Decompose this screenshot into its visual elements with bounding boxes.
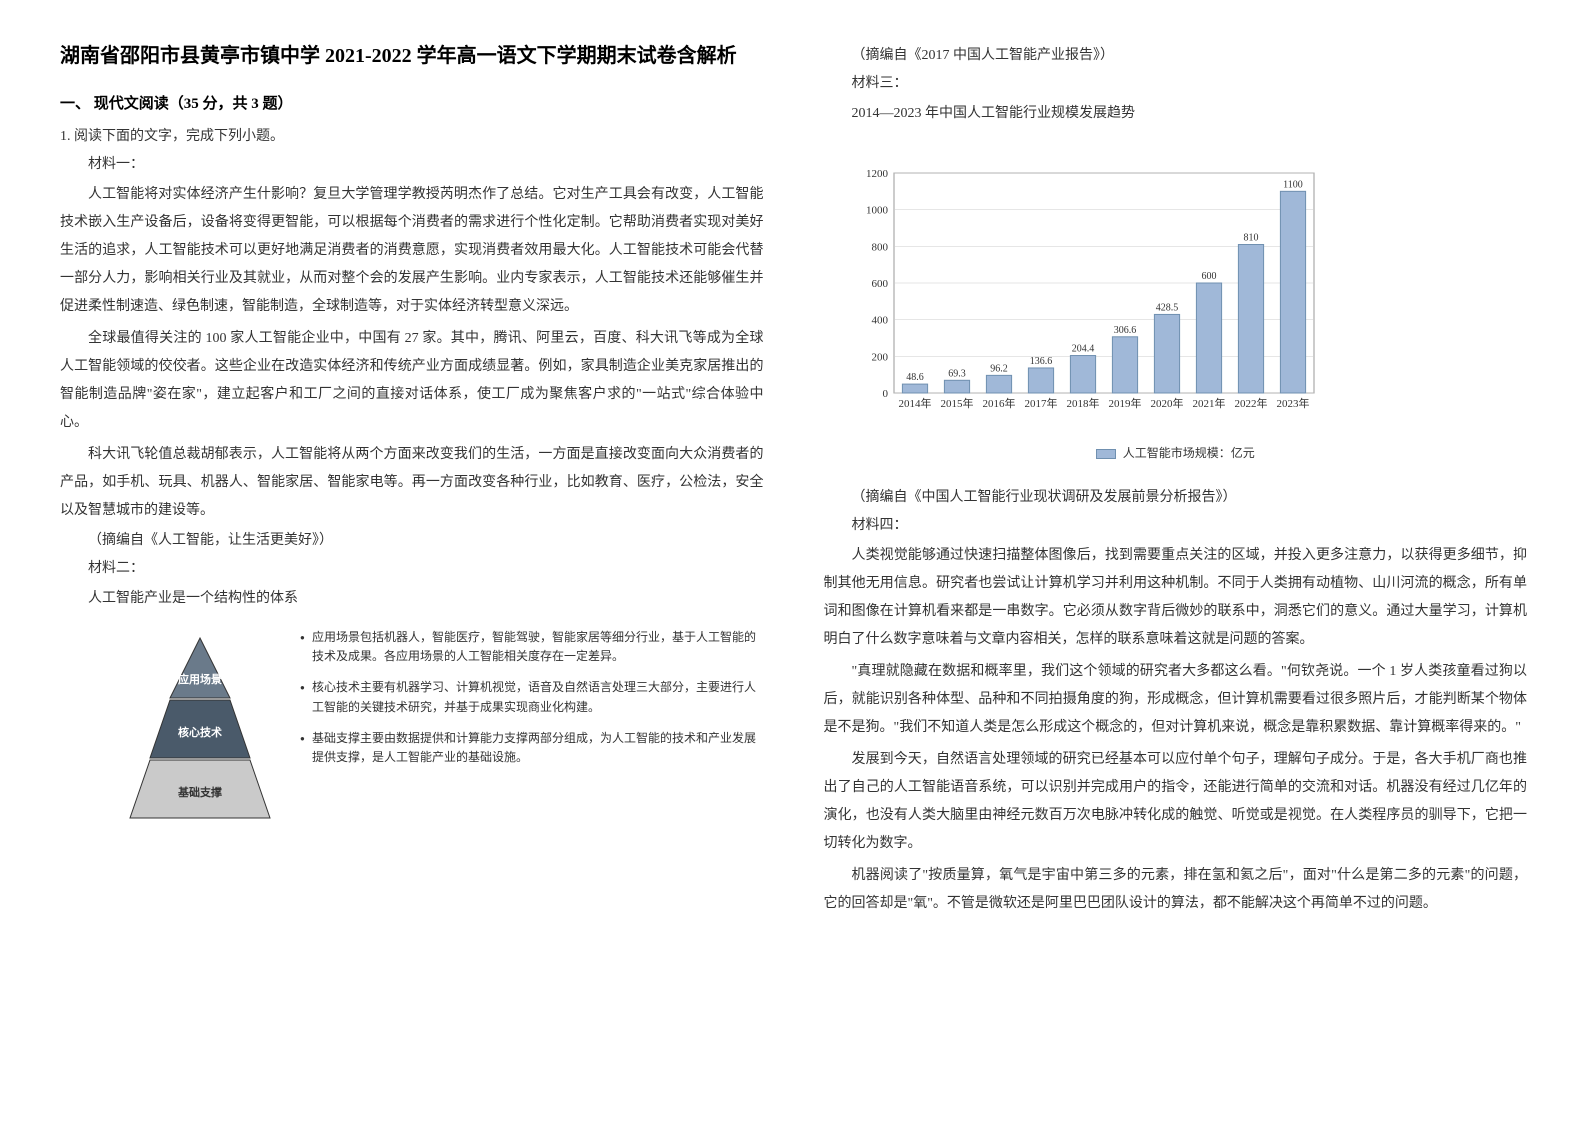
svg-text:2021年: 2021年 — [1192, 396, 1225, 410]
svg-text:基础支撑: 基础支撑 — [177, 785, 222, 799]
pyramid-diagram: 应用场景 核心技术 基础支撑 应用场景包括机器人，智能医疗，智能驾驶，智能家居等… — [120, 628, 764, 828]
svg-text:2020年: 2020年 — [1150, 396, 1183, 410]
legend-color-box — [1096, 449, 1116, 459]
svg-text:2018年: 2018年 — [1066, 396, 1099, 410]
material1-heading: 材料一： — [60, 153, 764, 173]
svg-text:2014年: 2014年 — [898, 396, 931, 410]
bar-chart: 0 200 400 600 800 1000 1200 48.6 2014年 69.3 2015年 9… — [824, 143, 1528, 471]
bar-chart-svg: 0 200 400 600 800 1000 1200 48.6 2014年 69.3 2015年 9… — [834, 153, 1334, 433]
svg-text:400: 400 — [871, 315, 888, 327]
left-column: 湖南省邵阳市县黄亭市镇中学 2021-2022 学年高一语文下学期期末试卷含解析… — [60, 40, 764, 922]
svg-text:1100: 1100 — [1283, 179, 1303, 190]
svg-text:600: 600 — [1201, 271, 1216, 282]
svg-text:428.5: 428.5 — [1155, 302, 1178, 313]
svg-text:1200: 1200 — [866, 168, 889, 180]
material2-p1: 人工智能产业是一个结构性的体系 — [60, 585, 764, 613]
question-1: 1. 阅读下面的文字，完成下列小题。 — [60, 125, 764, 145]
material2-heading: 材料二： — [60, 557, 764, 577]
diagram-label-3: 基础支撑主要由数据提供和计算能力支撑两部分组成，为人工智能的技术和产业发展提供支… — [300, 729, 764, 767]
svg-text:136.6: 136.6 — [1029, 356, 1052, 367]
svg-text:2017年: 2017年 — [1024, 396, 1057, 410]
svg-text:2016年: 2016年 — [982, 396, 1015, 410]
svg-text:200: 200 — [871, 351, 888, 363]
material4-p3: 发展到今天，自然语言处理领域的研究已经基本可以应付单个句子，理解句子成分。于是，… — [824, 746, 1528, 858]
svg-text:96.2: 96.2 — [990, 363, 1008, 374]
exam-title: 湖南省邵阳市县黄亭市镇中学 2021-2022 学年高一语文下学期期末试卷含解析 — [60, 40, 764, 72]
material4-p2: "真理就隐藏在数据和概率里，我们这个领域的研究者大多都这么看。"何钦尧说。一个 … — [824, 658, 1528, 742]
material1-p3: 科大讯飞轮值总裁胡郁表示，人工智能将从两个方面来改变我们的生活，一方面是直接改变… — [60, 441, 764, 525]
material1-p1: 人工智能将对实体经济产生什影响？复旦大学管理学教授芮明杰作了总结。它对生产工具会… — [60, 181, 764, 321]
material4-p1: 人类视觉能够通过快速扫描整体图像后，找到需要重点关注的区域，并投入更多注意力，以… — [824, 542, 1528, 654]
svg-text:核心技术: 核心技术 — [178, 725, 222, 739]
diagram-labels: 应用场景包括机器人，智能医疗，智能驾驶，智能家居等细分行业，基于人工智能的技术及… — [300, 628, 764, 828]
material1-p2: 全球最值得关注的 100 家人工智能企业中，中国有 27 家。其中，腾讯、阿里云… — [60, 325, 764, 437]
svg-text:48.6: 48.6 — [906, 372, 924, 383]
svg-text:69.3: 69.3 — [948, 368, 966, 379]
material3-source: （摘编自《中国人工智能行业现状调研及发展前景分析报告》） — [824, 486, 1528, 506]
legend-label: 人工智能市场规模：亿元 — [1123, 446, 1255, 460]
svg-text:2023年: 2023年 — [1276, 396, 1309, 410]
diagram-label-2: 核心技术主要有机器学习、计算机视觉，语音及自然语言处理三大部分，主要进行人工智能… — [300, 678, 764, 716]
chart-legend: 人工智能市场规模：亿元 — [834, 444, 1518, 461]
material4-heading: 材料四： — [824, 514, 1528, 534]
svg-text:2019年: 2019年 — [1108, 396, 1141, 410]
svg-text:600: 600 — [871, 278, 888, 290]
material2-source: （摘编自《2017 中国人工智能产业报告》） — [824, 44, 1528, 64]
material1-source: （摘编自《人工智能，让生活更美好》） — [60, 529, 764, 549]
right-column: （摘编自《2017 中国人工智能产业报告》） 材料三： 2014—2023 年中… — [824, 40, 1528, 922]
section-heading: 一、 现代文阅读（35 分，共 3 题） — [60, 92, 764, 113]
svg-text:2022年: 2022年 — [1234, 396, 1267, 410]
material3-chart-title: 2014—2023 年中国人工智能行业规模发展趋势 — [824, 100, 1528, 128]
pyramid-svg: 应用场景 核心技术 基础支撑 — [120, 628, 280, 828]
diagram-label-1: 应用场景包括机器人，智能医疗，智能驾驶，智能家居等细分行业，基于人工智能的技术及… — [300, 628, 764, 666]
svg-text:2015年: 2015年 — [940, 396, 973, 410]
svg-text:1000: 1000 — [866, 205, 889, 217]
svg-text:800: 800 — [871, 241, 888, 253]
material4-p4: 机器阅读了"按质量算，氧气是宇宙中第三多的元素，排在氢和氦之后"，面对"什么是第… — [824, 862, 1528, 918]
svg-text:204.4: 204.4 — [1071, 344, 1094, 355]
svg-text:应用场景: 应用场景 — [178, 672, 222, 686]
svg-text:0: 0 — [882, 388, 888, 400]
svg-text:810: 810 — [1243, 233, 1258, 244]
svg-text:306.6: 306.6 — [1113, 325, 1136, 336]
material3-heading: 材料三： — [824, 72, 1528, 92]
